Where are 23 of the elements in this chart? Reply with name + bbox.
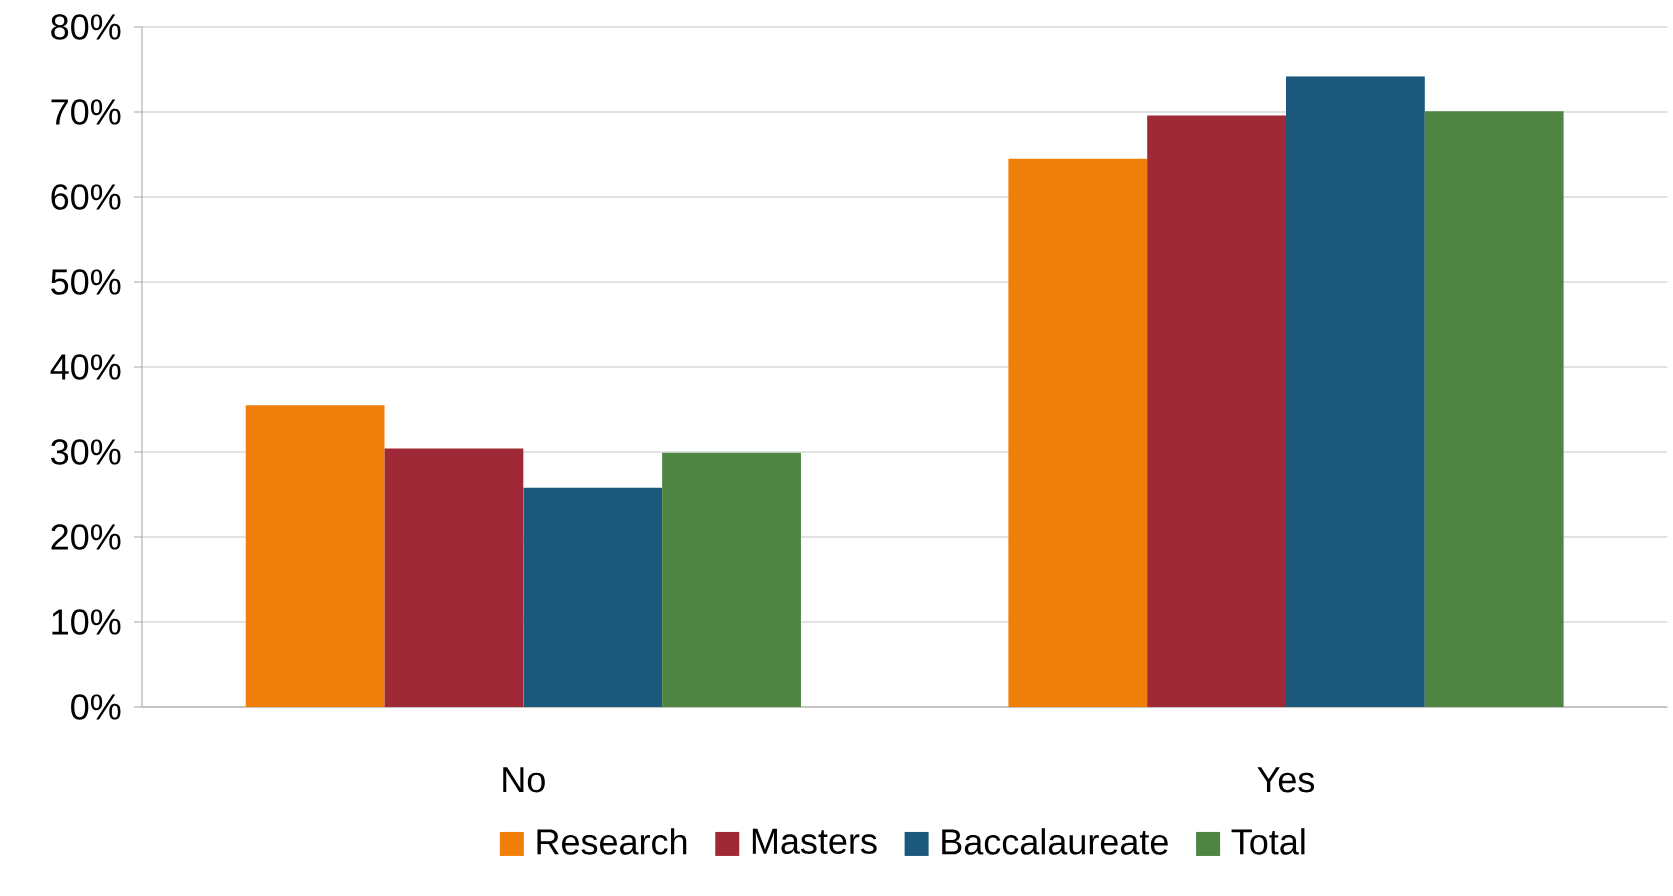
y-tick-label: 30% bbox=[51, 439, 121, 465]
y-tick-label: 70% bbox=[51, 99, 121, 125]
y-tick-label: 60% bbox=[51, 184, 121, 210]
bar bbox=[1424, 111, 1564, 707]
y-tick-label: 50% bbox=[51, 269, 121, 295]
y-tick-label: 20% bbox=[51, 524, 121, 550]
y-tick-label: 10% bbox=[52, 609, 121, 635]
bar bbox=[1147, 115, 1286, 707]
bar bbox=[523, 487, 663, 707]
legend-label: Research bbox=[537, 828, 687, 855]
y-tick-label: 40% bbox=[50, 354, 121, 380]
bar bbox=[1008, 158, 1148, 707]
legend-label: Masters bbox=[752, 828, 877, 854]
legend-label: Baccalaureate bbox=[942, 828, 1168, 855]
bar bbox=[662, 452, 801, 707]
x-tick-label: No bbox=[503, 767, 545, 793]
y-tick-label: 80% bbox=[51, 14, 121, 40]
bar bbox=[245, 405, 385, 707]
y-tick-label: 0% bbox=[71, 694, 121, 720]
x-tick-label: Yes bbox=[1257, 767, 1315, 793]
legend-label: Total bbox=[1231, 828, 1305, 855]
bar bbox=[1286, 76, 1425, 707]
bar bbox=[384, 448, 524, 707]
